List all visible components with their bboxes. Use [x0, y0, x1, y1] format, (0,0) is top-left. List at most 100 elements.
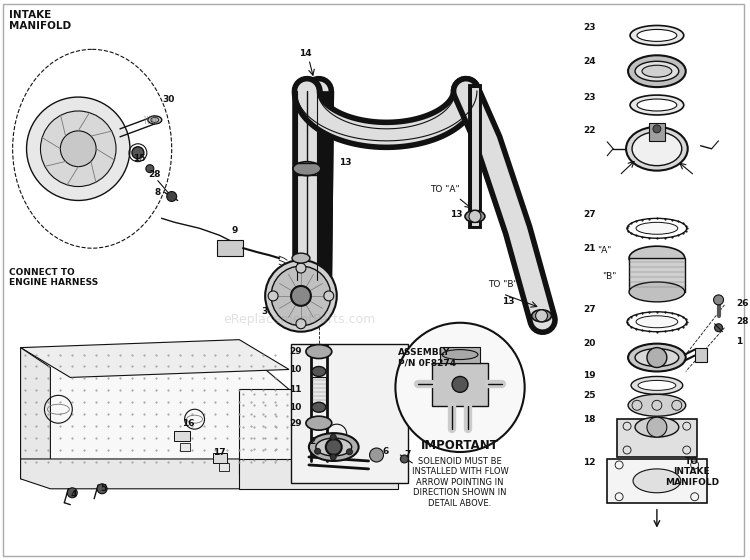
Circle shape — [40, 111, 116, 186]
Circle shape — [469, 211, 481, 222]
Text: 18: 18 — [584, 415, 596, 424]
Ellipse shape — [306, 344, 332, 358]
Bar — [294, 344, 404, 479]
Text: 3: 3 — [261, 307, 268, 316]
Bar — [214, 453, 227, 463]
Text: 15: 15 — [133, 154, 146, 163]
Text: 10: 10 — [289, 365, 302, 374]
Polygon shape — [20, 348, 289, 479]
Circle shape — [452, 376, 468, 393]
Ellipse shape — [312, 402, 326, 412]
Text: 11: 11 — [289, 385, 302, 394]
Text: 4: 4 — [70, 490, 76, 500]
Ellipse shape — [630, 95, 684, 115]
Text: TO
INTAKE
MANIFOLD: TO INTAKE MANIFOLD — [664, 457, 718, 487]
Bar — [649, 123, 664, 141]
Text: 25: 25 — [584, 391, 596, 400]
Circle shape — [314, 449, 320, 454]
Text: 29: 29 — [289, 419, 302, 428]
Ellipse shape — [309, 433, 358, 461]
Ellipse shape — [628, 344, 686, 371]
Text: 24: 24 — [584, 57, 596, 66]
Circle shape — [291, 286, 311, 306]
Ellipse shape — [635, 61, 679, 81]
Circle shape — [370, 448, 383, 462]
Circle shape — [324, 291, 334, 301]
Text: "A": "A" — [597, 246, 611, 255]
Ellipse shape — [642, 66, 672, 77]
Ellipse shape — [628, 55, 686, 87]
Polygon shape — [239, 459, 398, 489]
Circle shape — [536, 310, 548, 322]
Bar — [432, 362, 488, 406]
Circle shape — [647, 417, 667, 437]
Ellipse shape — [632, 132, 682, 166]
Text: 29: 29 — [289, 347, 302, 356]
Circle shape — [395, 323, 525, 452]
Text: "B": "B" — [602, 272, 616, 281]
Circle shape — [166, 192, 177, 202]
Text: 23: 23 — [584, 23, 596, 32]
Ellipse shape — [148, 116, 162, 124]
Bar — [617, 419, 697, 457]
Text: 19: 19 — [584, 371, 596, 380]
Circle shape — [330, 434, 336, 440]
Ellipse shape — [638, 380, 676, 390]
Text: 27: 27 — [584, 305, 596, 314]
Circle shape — [296, 319, 306, 329]
Text: 30: 30 — [163, 95, 176, 104]
Ellipse shape — [633, 469, 681, 493]
Circle shape — [653, 125, 661, 133]
Text: 13: 13 — [502, 297, 515, 306]
Ellipse shape — [151, 118, 159, 123]
Ellipse shape — [306, 416, 332, 430]
Circle shape — [400, 455, 408, 463]
Circle shape — [268, 291, 278, 301]
Circle shape — [98, 484, 107, 494]
Text: eReplacementParts.com: eReplacementParts.com — [223, 313, 375, 326]
Text: 14: 14 — [299, 49, 311, 58]
Ellipse shape — [635, 417, 679, 437]
Text: 8: 8 — [154, 188, 161, 197]
Ellipse shape — [630, 25, 684, 45]
Ellipse shape — [626, 127, 688, 171]
Ellipse shape — [272, 266, 331, 326]
Ellipse shape — [635, 349, 679, 366]
Text: 26: 26 — [736, 300, 749, 309]
Ellipse shape — [637, 99, 676, 111]
Ellipse shape — [629, 282, 685, 302]
Text: 28: 28 — [148, 170, 160, 179]
Text: 7: 7 — [404, 450, 411, 460]
Text: 23: 23 — [584, 92, 596, 101]
Text: SOLENOID MUST BE
INSTALLED WITH FLOW
ARROW POINTING IN
DIRECTION SHOWN IN
DETAIL: SOLENOID MUST BE INSTALLED WITH FLOW ARR… — [412, 457, 509, 507]
Text: INTAKE
MANIFOLD: INTAKE MANIFOLD — [9, 10, 70, 31]
Circle shape — [146, 165, 154, 172]
Bar — [629, 258, 685, 292]
Bar — [312, 377, 326, 405]
Text: ASSEMBLY
P/N 0F8274: ASSEMBLY P/N 0F8274 — [398, 348, 457, 367]
Ellipse shape — [637, 30, 676, 41]
Text: 13: 13 — [450, 210, 463, 219]
Text: 2: 2 — [309, 437, 315, 446]
Ellipse shape — [636, 222, 678, 234]
Text: 28: 28 — [736, 318, 749, 326]
Text: 1: 1 — [736, 337, 742, 346]
Text: 10: 10 — [289, 403, 302, 412]
Bar — [608, 459, 706, 503]
Text: 12: 12 — [584, 459, 596, 468]
Ellipse shape — [532, 310, 551, 322]
Ellipse shape — [636, 316, 678, 328]
Polygon shape — [20, 459, 289, 489]
Text: TO "B": TO "B" — [488, 280, 518, 289]
Text: CONNECT TO
ENGINE HARNESS: CONNECT TO ENGINE HARNESS — [9, 268, 98, 287]
Bar — [217, 240, 243, 256]
Bar — [174, 431, 190, 441]
Polygon shape — [239, 389, 398, 474]
Text: 22: 22 — [584, 127, 596, 136]
Circle shape — [326, 439, 342, 455]
Text: 5: 5 — [100, 484, 106, 493]
Ellipse shape — [631, 376, 682, 394]
Circle shape — [713, 295, 724, 305]
Text: 20: 20 — [584, 339, 596, 348]
Ellipse shape — [629, 246, 685, 270]
